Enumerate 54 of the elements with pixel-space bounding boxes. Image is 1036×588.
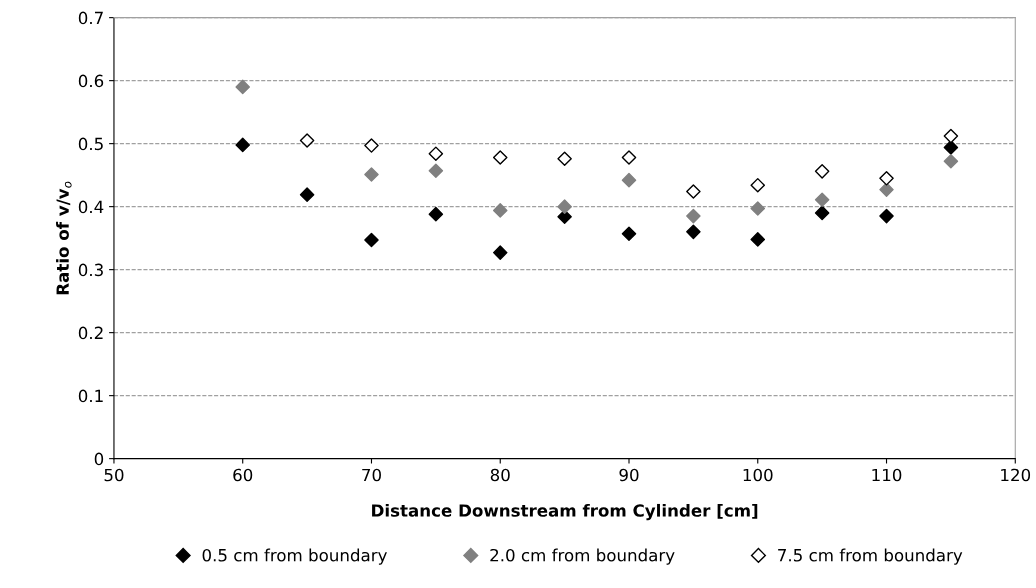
point bbox=[943, 140, 959, 155]
point bbox=[299, 187, 315, 202]
point bbox=[686, 208, 701, 224]
point bbox=[686, 224, 701, 240]
point bbox=[235, 137, 251, 153]
y-tick-label: 0.4 bbox=[78, 200, 104, 214]
point bbox=[879, 171, 894, 186]
legend-label: 0.5 cm from boundary bbox=[202, 548, 387, 565]
y-tick-label: 0.3 bbox=[78, 263, 103, 277]
x-tick-label: 70 bbox=[362, 468, 381, 482]
y-tick-label: 0.1 bbox=[78, 389, 103, 403]
point bbox=[428, 146, 444, 162]
x-tick-label: 110 bbox=[872, 468, 902, 482]
x-tick-label: 120 bbox=[1001, 468, 1031, 482]
y-tick-label: 0.6 bbox=[78, 74, 104, 88]
x-tick-label: 90 bbox=[619, 468, 639, 482]
point bbox=[492, 150, 508, 165]
y-axis-title: Ratio of v/v$_{o}$ bbox=[56, 181, 72, 295]
point bbox=[943, 153, 959, 169]
legend-label: 7.5 cm from boundary bbox=[778, 548, 963, 565]
point bbox=[299, 133, 315, 148]
point bbox=[364, 167, 379, 182]
y-tick-label: 0 bbox=[94, 452, 104, 466]
point bbox=[814, 192, 830, 207]
y-tick-label: 0.5 bbox=[78, 137, 103, 151]
point bbox=[621, 172, 637, 188]
y-tick-label: 0.7 bbox=[78, 11, 103, 25]
x-tick-label: 80 bbox=[490, 468, 510, 482]
point bbox=[557, 151, 572, 167]
point bbox=[750, 201, 766, 216]
point bbox=[492, 245, 508, 260]
point bbox=[364, 232, 379, 248]
x-tick-label: 60 bbox=[233, 468, 253, 482]
point bbox=[557, 199, 572, 214]
point bbox=[750, 177, 766, 193]
y-tick-label: 0.2 bbox=[78, 326, 103, 340]
x-tick-label: 50 bbox=[104, 468, 124, 482]
point bbox=[428, 163, 444, 179]
point bbox=[492, 203, 508, 218]
point bbox=[364, 138, 379, 153]
x-axis-title: Distance Downstream from Cylinder [cm] bbox=[372, 503, 758, 521]
point bbox=[879, 208, 894, 224]
legend-label: 2.0 cm from boundary bbox=[490, 548, 675, 565]
point bbox=[943, 128, 959, 144]
x-tick-label: 100 bbox=[743, 468, 773, 482]
point bbox=[686, 184, 701, 199]
point bbox=[814, 164, 830, 179]
point bbox=[428, 206, 444, 222]
point bbox=[235, 79, 251, 95]
point bbox=[621, 150, 637, 165]
point bbox=[750, 232, 766, 247]
point bbox=[879, 182, 894, 197]
point bbox=[621, 226, 637, 242]
point bbox=[814, 205, 830, 221]
